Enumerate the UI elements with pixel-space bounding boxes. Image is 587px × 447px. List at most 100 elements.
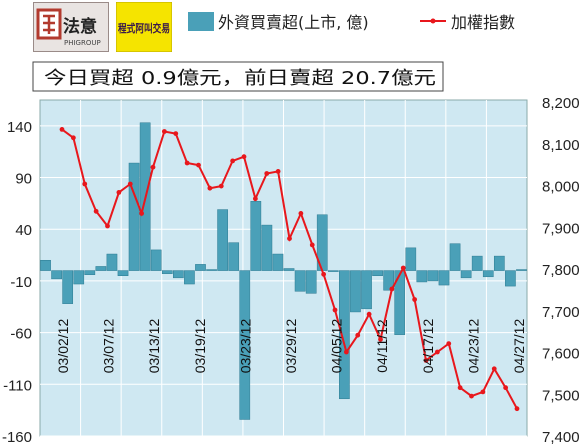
bar-foreign-net — [449, 243, 461, 271]
x-axis-tick-label: 04/05/12 — [329, 319, 345, 374]
bar-foreign-net — [117, 270, 129, 277]
index-line-point — [366, 311, 372, 317]
index-line-point — [457, 385, 463, 391]
bar-foreign-net — [206, 269, 217, 271]
x-axis-tick-label: 04/23/12 — [465, 319, 481, 374]
bar-foreign-net — [471, 255, 483, 271]
right-axis-tick-label: 7,600 — [542, 346, 580, 363]
index-line-point — [412, 297, 418, 302]
index-line-point — [378, 337, 383, 342]
index-line-point — [491, 366, 497, 372]
index-line-point — [150, 164, 156, 170]
bar-foreign-net — [272, 253, 284, 271]
bar-foreign-net — [261, 224, 273, 271]
bar-foreign-net — [51, 270, 62, 280]
bar-foreign-net — [62, 270, 74, 304]
index-line-point — [230, 158, 236, 164]
left-axis-tick-label: 40 — [15, 222, 32, 239]
bar-foreign-net — [283, 268, 295, 271]
x-axis-tick-label: 03/13/12 — [146, 319, 162, 374]
index-line-point — [446, 341, 452, 346]
index-line-point — [264, 171, 270, 176]
bar-foreign-net — [305, 270, 317, 294]
legend-line-marker — [430, 18, 436, 24]
left-axis-tick-label: -60 — [10, 326, 32, 343]
right-axis-tick-label: 8,000 — [542, 179, 580, 196]
index-line-point — [423, 358, 429, 363]
index-line-point — [105, 223, 110, 229]
index-line-point — [275, 169, 281, 174]
bar-foreign-net — [40, 259, 51, 271]
bar-foreign-net — [460, 270, 472, 279]
index-line-point — [503, 385, 509, 391]
index-line-point — [196, 162, 201, 168]
bar-foreign-net — [184, 270, 195, 285]
index-line-point — [173, 131, 179, 137]
bar-foreign-net — [294, 270, 306, 292]
left-axis-tick-label: -160 — [2, 429, 32, 446]
bar-foreign-net — [405, 247, 417, 271]
index-line-point — [70, 135, 76, 141]
bar-foreign-net — [394, 270, 406, 335]
right-axis-tick-label: 8,200 — [542, 95, 580, 112]
x-axis-tick-label: 03/29/12 — [283, 319, 299, 374]
right-axis-tick-label: 7,400 — [542, 429, 580, 446]
index-line-point — [252, 196, 258, 202]
index-line-point — [287, 236, 292, 242]
bar-foreign-net — [217, 209, 228, 271]
index-line-point — [82, 181, 88, 187]
bar-foreign-net — [482, 270, 494, 278]
index-line-point — [332, 307, 338, 313]
bar-foreign-net — [427, 270, 439, 282]
logo2-title: 程式阿叫交易 — [118, 21, 170, 35]
x-axis-tick-label: 04/11/12 — [374, 319, 390, 373]
bar-foreign-net — [416, 270, 428, 283]
logo-program-trading: 程式阿叫交易 — [115, 1, 173, 53]
logo1-title: 法意 — [63, 16, 97, 37]
bar-foreign-net — [150, 249, 162, 271]
bar-foreign-net — [173, 270, 184, 279]
bar-foreign-net — [195, 264, 206, 271]
bar-foreign-net — [361, 270, 372, 310]
bar-foreign-net — [228, 242, 240, 271]
bar-foreign-net — [106, 253, 118, 271]
index-line-point — [93, 208, 99, 214]
index-line-point — [59, 126, 65, 132]
index-line-point — [355, 332, 361, 338]
right-axis-tick-label: 7,900 — [542, 220, 580, 237]
bar-foreign-net — [493, 255, 505, 271]
index-line-point — [434, 349, 440, 355]
left-axis-tick-label: 140 — [7, 119, 32, 136]
subtitle-box — [32, 61, 444, 92]
index-line-point — [514, 406, 520, 412]
bar-foreign-net — [350, 270, 361, 313]
bar-foreign-net — [372, 270, 383, 277]
chart-subtitle: 今日買超 0.9億元，前日賣超 20.7億元 — [44, 68, 436, 89]
x-axis-tick-label: 03/07/12 — [101, 319, 117, 374]
bar-foreign-net — [128, 162, 140, 271]
index-line-point — [343, 349, 349, 355]
right-axis-tick-label: 8,100 — [542, 137, 580, 154]
bar-foreign-net — [239, 270, 251, 420]
x-axis-tick-label: 04/17/12 — [420, 319, 436, 374]
left-axis-tick-label: -10 — [10, 274, 32, 291]
bar-foreign-net — [250, 201, 262, 271]
index-line-point — [298, 211, 304, 216]
legend-bar-swatch — [188, 12, 214, 31]
x-axis-tick-label: 03/19/12 — [192, 319, 208, 374]
left-axis-tick-label: -110 — [3, 377, 32, 394]
index-line-point — [400, 265, 406, 271]
bar-foreign-net — [161, 270, 173, 274]
index-line-point — [161, 129, 167, 134]
index-line-point — [207, 185, 213, 191]
bar-foreign-net — [95, 266, 107, 271]
index-line-point — [184, 160, 190, 166]
bar-foreign-net — [383, 270, 394, 291]
bar-foreign-net — [505, 270, 516, 287]
index-line-point — [469, 393, 474, 399]
right-axis-tick-label: 7,700 — [542, 304, 580, 321]
index-line-point — [480, 389, 486, 395]
right-axis-tick-label: 7,800 — [542, 262, 580, 279]
index-line-point — [127, 181, 133, 187]
right-axis-tick-label: 7,500 — [542, 387, 580, 404]
